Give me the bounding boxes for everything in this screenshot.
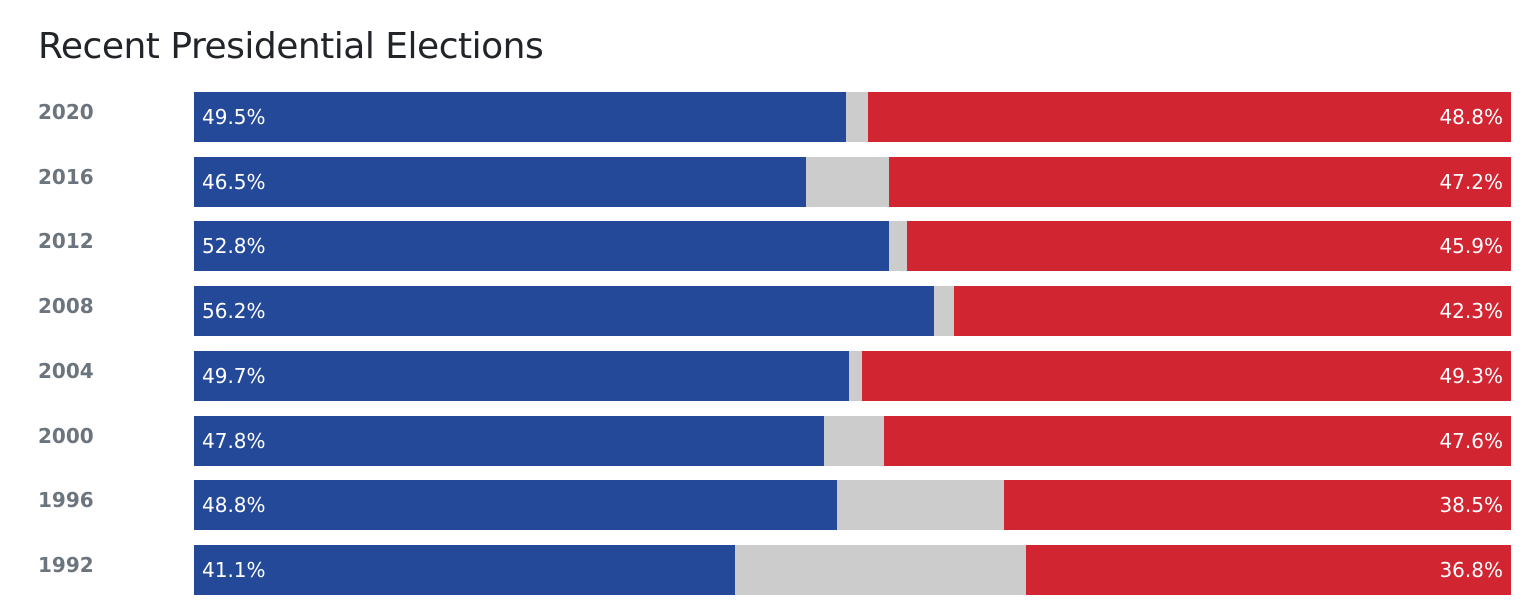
chart-title: Recent Presidential Elections [38, 26, 544, 67]
data-label-democratic: 46.5% [202, 170, 266, 194]
bar-segment-democratic [194, 157, 807, 207]
stacked-bar: 41.1% 36.8% [194, 545, 1511, 595]
stacked-bar: 52.8% 45.9% [194, 221, 1511, 271]
bar-segment-republican [953, 286, 1511, 336]
bar-segment-democratic [194, 545, 736, 595]
chart-row-2020: 2020 49.5% 48.8% [0, 92, 1538, 142]
bar-segment-republican [1026, 545, 1511, 595]
data-label-republican: 47.6% [1439, 429, 1503, 453]
stacked-bar: 48.8% 38.5% [194, 480, 1511, 530]
chart-row-1996: 1996 48.8% 38.5% [0, 480, 1538, 530]
stacked-bar: 49.5% 48.8% [194, 92, 1511, 142]
bar-segment-republican [868, 92, 1511, 142]
data-label-republican: 38.5% [1439, 493, 1503, 517]
bar-segment-republican [1003, 480, 1511, 530]
data-label-republican: 36.8% [1439, 558, 1503, 582]
year-label: 2020 [38, 100, 94, 124]
year-label: 2000 [38, 424, 94, 448]
bar-segment-republican [884, 416, 1511, 466]
bar-segment-republican [861, 351, 1511, 401]
year-label: 2008 [38, 294, 94, 318]
data-label-republican: 47.2% [1439, 170, 1503, 194]
data-label-democratic: 49.7% [202, 364, 266, 388]
chart-row-1992: 1992 41.1% 36.8% [0, 545, 1538, 595]
data-label-republican: 48.8% [1439, 105, 1503, 129]
bar-segment-republican [906, 221, 1511, 271]
data-label-republican: 49.3% [1439, 364, 1503, 388]
year-label: 1996 [38, 488, 94, 512]
chart-row-2008: 2008 56.2% 42.3% [0, 286, 1538, 336]
data-label-democratic: 48.8% [202, 493, 266, 517]
bar-segment-republican [889, 157, 1511, 207]
bar-segment-democratic [194, 480, 837, 530]
data-label-republican: 45.9% [1439, 234, 1503, 258]
stacked-bar: 46.5% 47.2% [194, 157, 1511, 207]
data-label-democratic: 41.1% [202, 558, 266, 582]
year-label: 2004 [38, 359, 94, 383]
bar-segment-democratic [194, 351, 849, 401]
bar-segment-democratic [194, 286, 935, 336]
stacked-bar: 47.8% 47.6% [194, 416, 1511, 466]
chart-row-2016: 2016 46.5% 47.2% [0, 157, 1538, 207]
data-label-democratic: 49.5% [202, 105, 266, 129]
chart-row-2012: 2012 52.8% 45.9% [0, 221, 1538, 271]
data-label-democratic: 56.2% [202, 299, 266, 323]
stacked-bar: 49.7% 49.3% [194, 351, 1511, 401]
data-label-democratic: 52.8% [202, 234, 266, 258]
bar-segment-democratic [194, 92, 846, 142]
bar-segment-democratic [194, 221, 890, 271]
stacked-bar: 56.2% 42.3% [194, 286, 1511, 336]
year-label: 2016 [38, 165, 94, 189]
bar-segment-democratic [194, 416, 824, 466]
year-label: 1992 [38, 553, 94, 577]
chart-row-2004: 2004 49.7% 49.3% [0, 351, 1538, 401]
year-label: 2012 [38, 229, 94, 253]
chart-row-2000: 2000 47.8% 47.6% [0, 416, 1538, 466]
data-label-democratic: 47.8% [202, 429, 266, 453]
data-label-republican: 42.3% [1439, 299, 1503, 323]
